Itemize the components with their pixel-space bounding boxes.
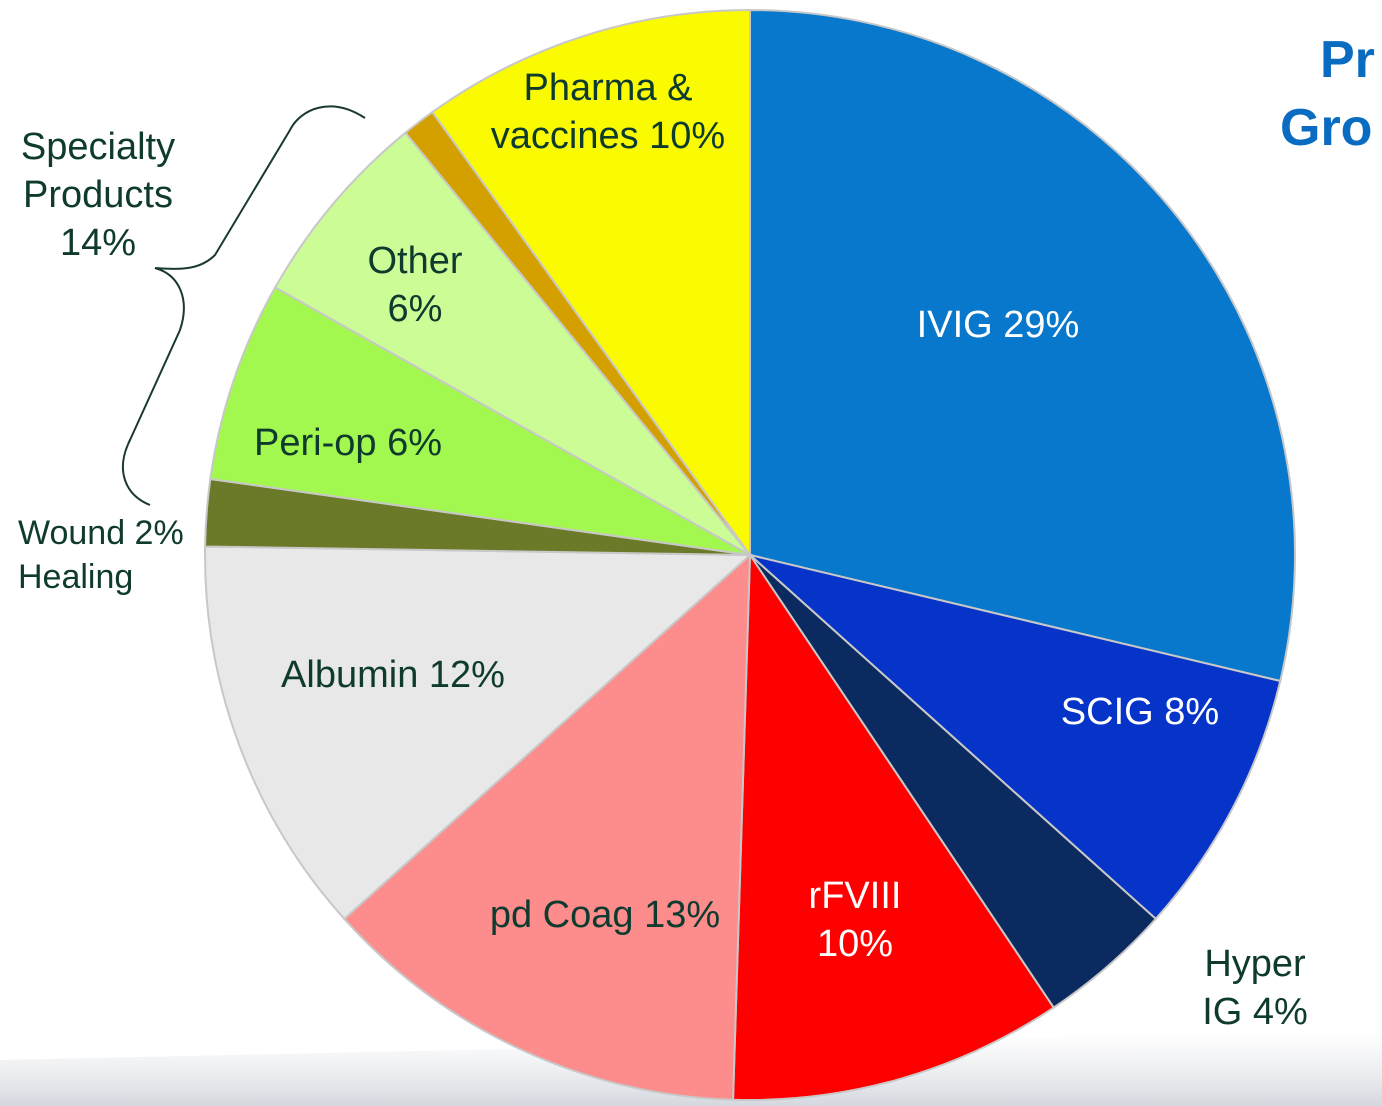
title-line: Gro	[1280, 99, 1373, 157]
slice-label: rFVIII 10%	[808, 875, 902, 965]
brace	[121, 105, 366, 506]
slice-label: Hyper IG 4%	[1202, 943, 1308, 1033]
slice-label: Peri-op 6%	[254, 422, 442, 464]
pie-slice	[431, 8, 751, 559]
slice-label: Albumin 12%	[281, 654, 505, 696]
pie-slice	[204, 545, 753, 921]
slice-label: Wound 2% Healing	[18, 514, 184, 596]
pie-slice	[209, 286, 751, 556]
pie-slice	[732, 551, 1056, 1102]
pie-slice	[749, 554, 1282, 921]
title-line: Pr	[1320, 31, 1375, 89]
pie-slice	[342, 552, 752, 1101]
slice-label: IVIG 29%	[916, 304, 1080, 346]
slice-label: pd Coag 13%	[489, 894, 721, 936]
pie-slice	[273, 131, 751, 556]
annotation: Specialty Products 14%	[20, 126, 176, 264]
pie-slice	[749, 8, 1296, 683]
slice-label: SCIG 8%	[1060, 691, 1220, 733]
slice-label: Other 6%	[367, 240, 463, 330]
slice-label: Pharma & vaccines 10%	[490, 67, 726, 157]
